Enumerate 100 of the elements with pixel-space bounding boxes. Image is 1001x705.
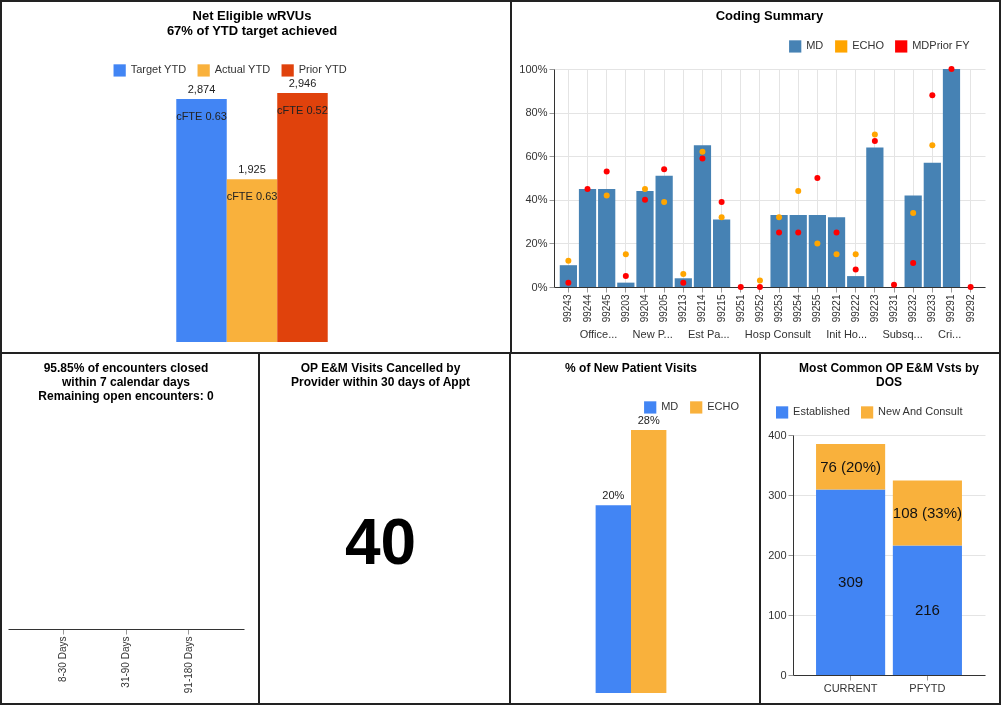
point (814, 175, 821, 181)
data-label: 20% (602, 489, 625, 502)
text: OP E&M Visits Cancelled by Provider within 30 days of Appt (291, 361, 470, 389)
data-label: 108 (33%) (892, 504, 963, 521)
legend-label: New And Consult (878, 405, 963, 418)
point (661, 198, 668, 205)
point (871, 137, 878, 144)
bar (923, 162, 941, 287)
text: Init Ho... (826, 328, 868, 340)
text: New P... (632, 328, 673, 340)
bar (617, 282, 635, 287)
x-tick-label: CURRENT (823, 681, 878, 694)
point (565, 257, 572, 264)
point (833, 251, 840, 258)
bar (904, 195, 922, 287)
x-tick-label: 99223 (868, 294, 880, 323)
x-tick-label: 99253 (773, 294, 785, 323)
point (661, 166, 668, 173)
data-label: 216 (914, 601, 940, 619)
bar (655, 175, 673, 287)
point (718, 214, 725, 221)
point (929, 142, 936, 149)
point (891, 281, 898, 288)
point (641, 185, 648, 192)
bar (808, 215, 827, 287)
category-label: 31-90 Days (120, 636, 131, 688)
bar (636, 191, 654, 287)
x-tick-label: 99214 (696, 294, 708, 323)
legend-label: Actual YTD (214, 63, 271, 76)
x-tick-label: 99255 (811, 294, 823, 323)
y-tick-label: 300 (768, 488, 787, 501)
y-tick-label: 40% (525, 193, 548, 206)
point (776, 214, 783, 221)
x-tick-label: 99291 (945, 294, 957, 323)
point (776, 229, 783, 236)
bar (712, 219, 731, 287)
text: Remaining open encounters: 0 (38, 389, 215, 403)
y-tick-label: 0 (780, 668, 787, 681)
x-tick-label: PFYTD (909, 681, 946, 694)
x-tick-label: 99231 (888, 294, 900, 323)
bar (693, 145, 712, 287)
x-tick-label: 99233 (926, 294, 938, 323)
bar (559, 265, 577, 287)
annotation: cFTE 0.63 (226, 190, 278, 203)
y-tick-label: 0% (531, 280, 548, 293)
legend-label: ECHO (852, 39, 885, 52)
chart-subtitle: 67% of YTD target achieved (166, 23, 338, 38)
text: Subsq... (882, 328, 923, 340)
point (795, 229, 802, 236)
data-label: 1,925 (238, 163, 266, 176)
category-label: 91-180 Days (182, 636, 194, 694)
text: 40 (344, 506, 417, 578)
bar (892, 545, 962, 675)
x-tick-label: 99232 (907, 294, 919, 323)
point (929, 92, 936, 99)
bar (578, 188, 597, 287)
y-tick-label: 200 (768, 548, 787, 561)
bar (770, 215, 788, 287)
bar (598, 188, 616, 287)
point (584, 185, 591, 192)
legend-label: Established (793, 405, 850, 418)
bar (816, 489, 886, 675)
chart-title: Most Common OP E&M Vsts by DOS (799, 361, 980, 389)
category-label: 8-30 Days (57, 636, 69, 683)
chart-title: % of New Patient Visits (565, 361, 698, 375)
data-label: 309 (838, 573, 864, 591)
bar (789, 215, 807, 287)
point (622, 273, 629, 280)
point (814, 240, 821, 247)
x-tick-label: 99221 (830, 294, 842, 323)
x-tick-label: 99205 (658, 294, 670, 323)
data-label: 76 (20%) (820, 457, 882, 475)
point (699, 148, 706, 155)
text: Est Pa... (688, 328, 730, 340)
point (756, 277, 763, 284)
x-tick-label: 99251 (734, 294, 746, 323)
point (833, 229, 840, 236)
y-tick-label: 60% (525, 149, 548, 162)
chart-title: Coding Summary (715, 8, 825, 23)
bar (892, 480, 962, 546)
bar (942, 69, 961, 287)
x-tick-label: 99222 (849, 294, 861, 323)
data-label: 2,874 (187, 83, 216, 96)
legend-label: ECHO (707, 400, 740, 413)
legend-label: MD (661, 400, 679, 413)
y-tick-label: 100 (768, 608, 787, 621)
point (910, 260, 917, 267)
x-tick-label: 99204 (638, 294, 650, 323)
point (852, 251, 859, 258)
legend-label: Prior YTD (298, 63, 347, 76)
point (641, 196, 648, 203)
text: Office... (579, 328, 618, 340)
point (795, 188, 802, 195)
point (718, 198, 725, 205)
bar (866, 147, 884, 287)
y-tick-label: 100% (519, 62, 548, 75)
x-tick-label: 99203 (619, 294, 631, 323)
point (603, 192, 610, 199)
point (622, 251, 629, 258)
point (603, 168, 610, 175)
